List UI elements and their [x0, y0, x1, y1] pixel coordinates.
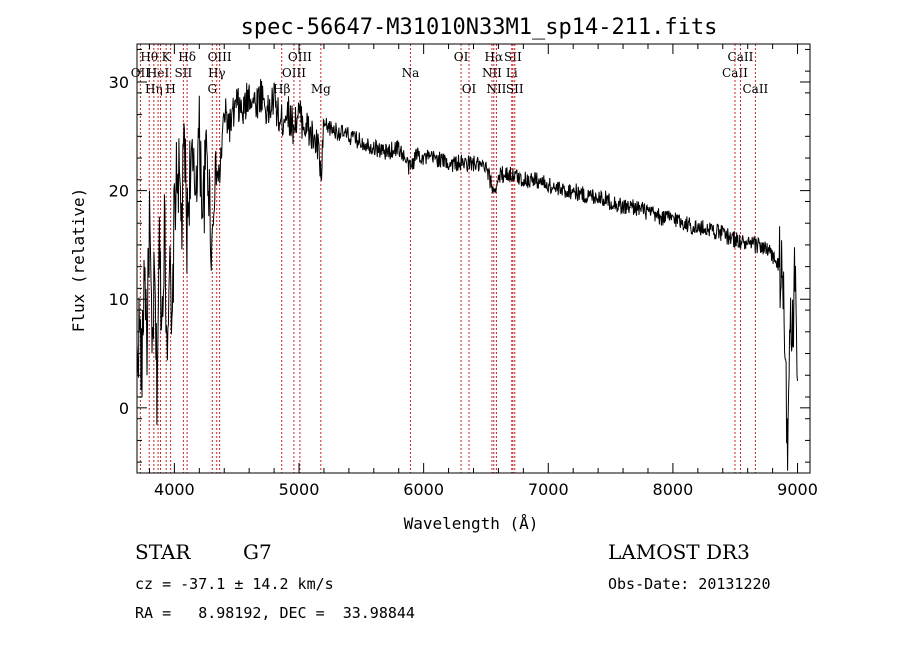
y-tick-label: 20: [109, 182, 129, 201]
y-axis-label: Flux (relative): [69, 188, 88, 333]
plot-frame: [136, 43, 811, 474]
line-label: Hη: [145, 82, 163, 96]
line-label: CaII: [722, 66, 748, 80]
line-label: OII: [131, 66, 151, 80]
line-label: CaII: [742, 82, 768, 96]
x-tick-label: 9000: [777, 480, 818, 499]
y-tick-label: 10: [109, 290, 129, 309]
line-label: CaII: [728, 50, 754, 64]
x-tick-label: 7000: [528, 480, 569, 499]
coordinates: RA = 8.98192, DEC = 33.98844: [135, 604, 415, 622]
line-label: NII: [486, 82, 506, 96]
line-label: Li: [506, 66, 518, 80]
line-label: K: [162, 50, 172, 64]
axes: 4000 5000 6000 7000 8000 9000 0 10 20 30: [109, 44, 818, 499]
line-markers: OIIHθHηHeIKHSIIHδGHγOIIIHβOIIIOIIIMgNaOI…: [131, 44, 769, 473]
line-label: HeI: [147, 66, 170, 80]
x-tick-label: 6000: [403, 480, 444, 499]
line-label: Hβ: [273, 82, 290, 96]
line-label: SII: [506, 82, 524, 96]
line-label: NII: [482, 66, 502, 80]
line-label: OI: [462, 82, 477, 96]
line-label: Hγ: [208, 66, 226, 80]
obs-date: Obs-Date: 20131220: [608, 575, 771, 593]
line-label: Hδ: [178, 50, 196, 64]
object-subclass: G7: [243, 540, 272, 564]
line-label: SII: [175, 66, 193, 80]
spectrum: [136, 79, 798, 471]
chart-title: spec-56647-M31010N33M1_sp14-211.fits: [241, 15, 718, 40]
survey-name: LAMOST DR3: [608, 540, 750, 564]
x-tick-label: 5000: [279, 480, 320, 499]
line-label: OIII: [208, 50, 232, 64]
line-label: H: [165, 82, 175, 96]
line-label: SII: [504, 50, 522, 64]
line-label: OIII: [282, 66, 306, 80]
redshift-text: cz = -37.1 ± 14.2 km/s: [135, 575, 334, 593]
line-label: Mg: [311, 82, 331, 96]
line-label: OI: [454, 50, 469, 64]
line-label: G: [207, 82, 217, 96]
y-tick-label: 30: [109, 73, 129, 92]
line-label: Na: [402, 66, 420, 80]
y-tick-label: 0: [119, 399, 129, 418]
x-tick-label: 8000: [653, 480, 694, 499]
object-type: STAR: [135, 540, 191, 564]
x-tick-label: 4000: [154, 480, 195, 499]
x-axis-label: Wavelength (Å): [404, 514, 539, 533]
line-label: Hα: [485, 50, 504, 64]
line-label: OIII: [288, 50, 312, 64]
line-label: Hθ: [140, 50, 158, 64]
spectrum-line: [136, 79, 798, 471]
